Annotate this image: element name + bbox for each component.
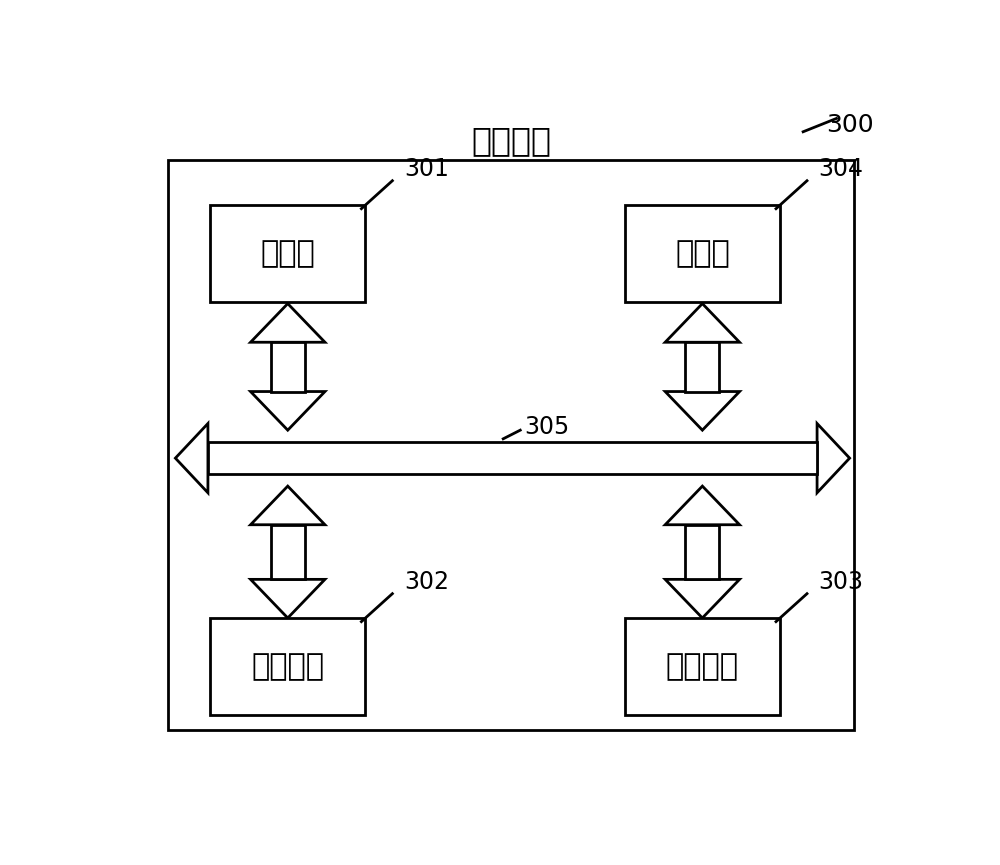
Text: 303: 303	[819, 570, 864, 593]
Polygon shape	[817, 424, 850, 493]
Text: 处理器: 处理器	[260, 239, 315, 268]
Polygon shape	[665, 304, 740, 343]
Polygon shape	[665, 580, 740, 618]
Polygon shape	[665, 392, 740, 430]
Bar	[271, 343, 305, 392]
Bar	[210, 618, 365, 714]
Text: 输出设备: 输出设备	[666, 652, 739, 681]
Bar	[625, 618, 780, 714]
Polygon shape	[251, 304, 325, 343]
Text: 302: 302	[404, 570, 449, 593]
Text: 300: 300	[826, 113, 873, 138]
Bar	[685, 525, 719, 580]
Polygon shape	[251, 392, 325, 430]
Polygon shape	[251, 580, 325, 618]
Bar	[271, 525, 305, 580]
Bar	[208, 442, 817, 474]
Polygon shape	[251, 486, 325, 525]
Text: 305: 305	[524, 415, 569, 439]
Bar	[685, 343, 719, 392]
Bar	[168, 160, 854, 730]
Text: 301: 301	[404, 157, 449, 181]
Polygon shape	[665, 486, 740, 525]
Text: 存储器: 存储器	[675, 239, 730, 268]
Text: 304: 304	[819, 157, 864, 181]
Bar	[625, 205, 780, 302]
Text: 输入设备: 输入设备	[251, 652, 324, 681]
Text: 终端设备: 终端设备	[471, 124, 551, 157]
Bar	[210, 205, 365, 302]
Polygon shape	[175, 424, 208, 493]
